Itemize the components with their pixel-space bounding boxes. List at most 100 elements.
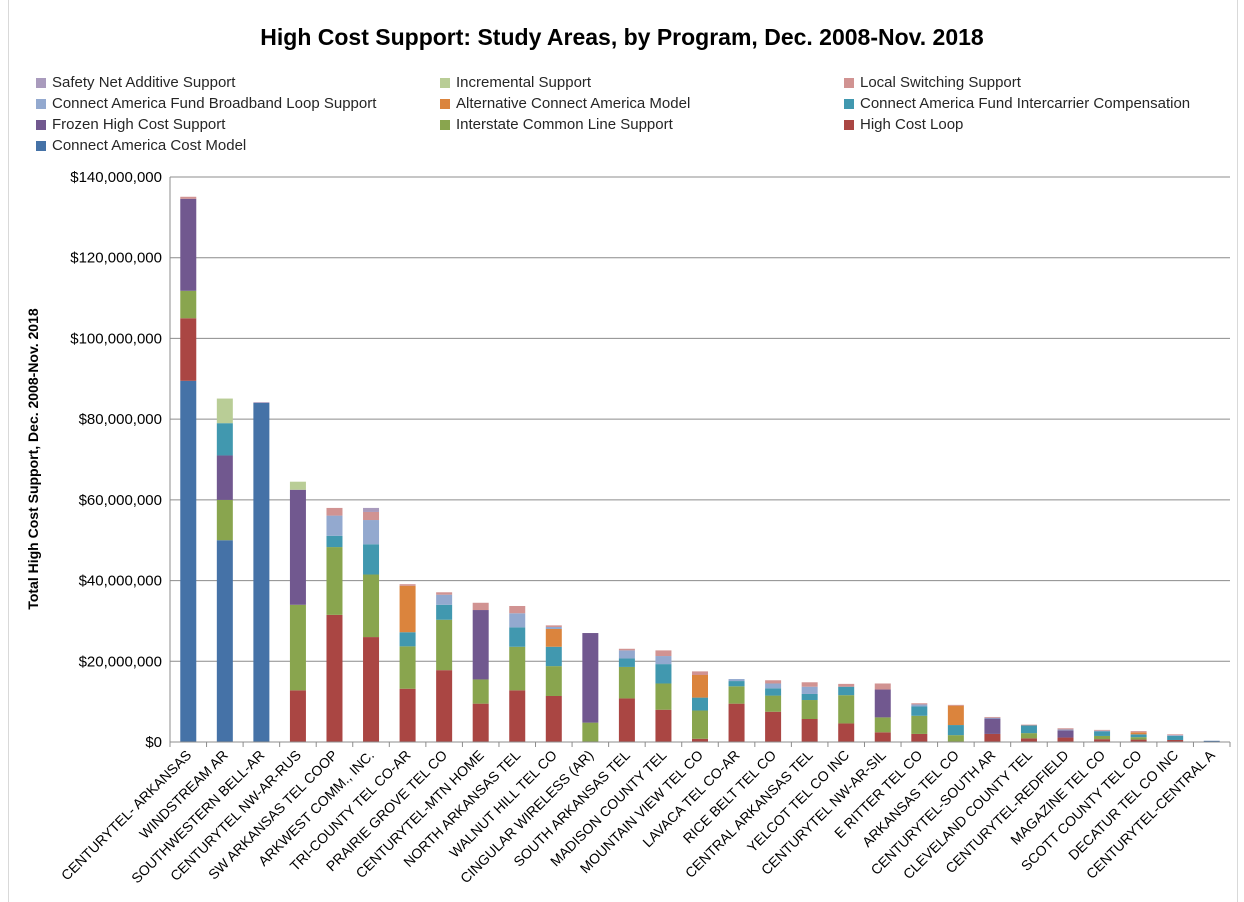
- bar-segment: [472, 610, 489, 680]
- y-tick-labels: $0 $20,000,000 $40,000,000 $60,000,000 $80,0…: [70, 169, 162, 751]
- bar-segment: [472, 679, 489, 704]
- bar-segment: [1130, 737, 1147, 740]
- bar-segment: [1057, 729, 1074, 731]
- legend-swatch: [36, 77, 46, 88]
- bar-segment: [1057, 730, 1074, 738]
- bar-segment: [838, 683, 855, 687]
- legend-label: Connect America Fund Broadband Loop Supp…: [52, 95, 377, 112]
- bar-segment: [655, 683, 672, 710]
- bar-segment: [180, 318, 197, 381]
- legend-swatch: [440, 77, 450, 88]
- legend-swatch: [440, 98, 450, 109]
- bar-segment: [838, 686, 855, 696]
- bar-segment: [399, 632, 416, 647]
- bar-segment: [655, 709, 672, 742]
- bar-segment: [509, 646, 526, 691]
- bar-segment: [947, 704, 964, 706]
- bar-segment: [399, 688, 416, 742]
- bar-segment: [801, 700, 818, 719]
- bar-segment: [874, 732, 891, 742]
- legend-label: Interstate Common Line Support: [456, 116, 673, 133]
- bar-segment: [1020, 725, 1037, 734]
- bar-segment: [1020, 724, 1037, 726]
- bar-segment: [692, 697, 708, 711]
- bar-segment: [655, 664, 672, 684]
- legend-swatch: [440, 119, 450, 130]
- bar-segment: [509, 605, 526, 614]
- gridlines: [170, 176, 1230, 662]
- legend-item-alternative-cam: Alternative Connect America Model: [440, 95, 690, 112]
- bar-segment: [582, 633, 599, 723]
- bar-segment: [984, 716, 1001, 718]
- legend-swatch: [36, 119, 46, 130]
- bar-segment: [180, 198, 197, 291]
- bar-segment: [1020, 733, 1037, 739]
- bar-segment: [545, 646, 562, 667]
- bar-segment: [692, 710, 708, 739]
- bar-segment: [399, 584, 416, 586]
- bar-segment: [692, 738, 708, 742]
- legend-item-incremental: Incremental Support: [440, 74, 591, 91]
- bar-segment: [1167, 735, 1184, 740]
- bar-segment: [545, 629, 562, 647]
- bar-segment: [1167, 735, 1184, 736]
- bar-segment: [363, 637, 380, 742]
- legend-label: Frozen High Cost Support: [52, 116, 226, 133]
- bar-segment: [1130, 732, 1147, 735]
- chart-frame: [8, 0, 1238, 902]
- bar-segment: [509, 627, 526, 647]
- bar-segment: [655, 656, 672, 665]
- legend-item-high-cost-loop: High Cost Loop: [844, 116, 963, 133]
- bar-segment: [216, 499, 233, 541]
- y-tick-label: $120,000,000: [70, 250, 162, 267]
- legend-label: Connect America Fund Intercarrier Compen…: [860, 95, 1191, 112]
- bar-segment: [984, 733, 1001, 742]
- bar-segment: [801, 682, 818, 687]
- bar-segment: [399, 585, 416, 633]
- bar-segment: [618, 666, 635, 699]
- y-tick-label: $0: [145, 734, 162, 751]
- y-tick-label: $100,000,000: [70, 330, 162, 347]
- bar-segment: [216, 423, 233, 456]
- bar-segment: [216, 398, 233, 424]
- legend-item-safety-net: Safety Net Additive Support: [36, 74, 235, 91]
- bar-segment: [1167, 739, 1184, 742]
- bar-segment: [765, 711, 782, 742]
- bar-segment: [216, 455, 233, 500]
- bar-segment: [289, 690, 306, 742]
- bar-segment: [1020, 738, 1037, 742]
- bar-segment: [436, 594, 453, 605]
- bar-segment: [765, 695, 782, 712]
- bar-segment: [582, 722, 599, 742]
- bar-segment: [180, 380, 197, 742]
- legend-label: Connect America Cost Model: [52, 137, 247, 154]
- bar-segment: [326, 507, 343, 516]
- bar-segment: [947, 705, 964, 726]
- legend-item-local-switching: Local Switching Support: [844, 74, 1021, 91]
- legend-item-caf-icc: Connect America Fund Intercarrier Compen…: [844, 95, 1190, 112]
- bar-segment: [874, 683, 891, 690]
- bar-segment: [472, 602, 489, 611]
- legend-label: Safety Net Additive Support: [52, 74, 236, 91]
- legend-swatch: [844, 77, 854, 88]
- bar-segment: [801, 718, 818, 742]
- bar-segment: [765, 688, 782, 696]
- bar-segment: [289, 604, 306, 691]
- bar-segment: [545, 695, 562, 742]
- bar-segment: [436, 619, 453, 671]
- bar-segment: [618, 648, 635, 651]
- y-tick-label: $20,000,000: [79, 653, 162, 670]
- bar-segment: [180, 290, 197, 319]
- bar-segment: [911, 715, 928, 734]
- bar-segment: [838, 723, 855, 742]
- bar-segment: [289, 481, 306, 490]
- bar-segment: [1094, 730, 1111, 732]
- legend-swatch: [36, 140, 46, 151]
- bar-segment: [326, 614, 343, 742]
- bar-segment: [1130, 731, 1147, 733]
- bar-segment: [436, 604, 453, 620]
- legend-label: High Cost Loop: [860, 116, 964, 133]
- bar-segment: [947, 725, 964, 736]
- bar-segment: [947, 735, 964, 742]
